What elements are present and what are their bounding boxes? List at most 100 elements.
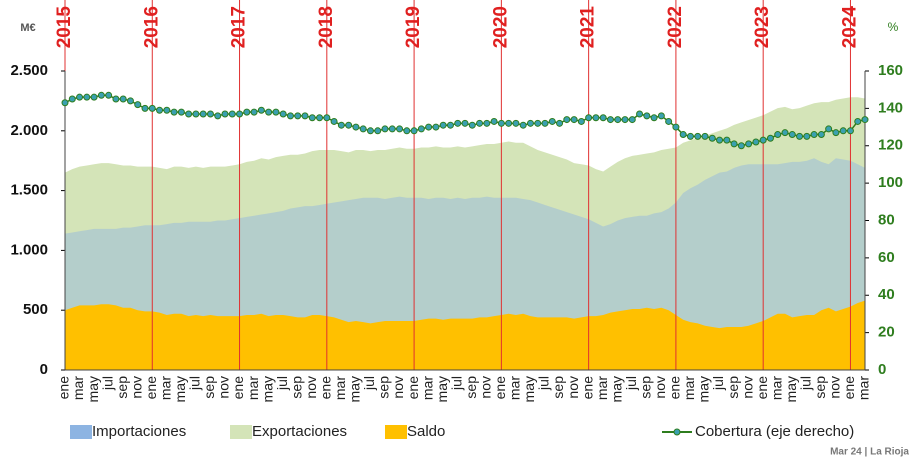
x-tick-label: may: [434, 376, 450, 402]
line-marker: [810, 131, 818, 139]
line-marker: [708, 134, 716, 142]
legend-label: Importaciones: [92, 423, 186, 440]
y2-tick-label: 120: [878, 137, 903, 154]
line-marker: [330, 117, 338, 125]
line-marker: [643, 112, 651, 120]
x-tick-label: sep: [463, 376, 479, 399]
line-marker: [454, 119, 462, 127]
y2-tick-label: 0: [878, 361, 886, 378]
line-marker: [76, 93, 84, 101]
line-marker: [221, 110, 229, 118]
x-tick-label: jul: [99, 376, 115, 391]
x-tick-label: nov: [128, 376, 144, 399]
legend-label: Exportaciones: [252, 423, 347, 440]
y2-tick-label: 140: [878, 99, 903, 116]
legend-label: Saldo: [407, 423, 445, 440]
line-marker: [861, 116, 869, 124]
x-tick-label: jul: [710, 376, 726, 391]
line-marker: [796, 132, 804, 140]
x-tick-label: nov: [303, 376, 319, 399]
line-marker: [614, 116, 622, 124]
y-tick-label: 1.000: [10, 241, 48, 258]
x-tick-label: ene: [492, 376, 508, 400]
x-tick-label: sep: [550, 376, 566, 399]
line-marker: [650, 114, 658, 122]
x-tick-label: jul: [623, 376, 639, 391]
line-marker: [679, 131, 687, 139]
line-marker: [432, 123, 440, 131]
x-tick-label: mar: [158, 376, 174, 400]
area: [65, 97, 865, 370]
line-marker: [308, 114, 316, 122]
line-marker: [585, 114, 593, 122]
line-marker: [294, 112, 302, 120]
x-tick-label: mar: [507, 376, 523, 400]
line-marker: [243, 108, 251, 116]
line-marker: [126, 97, 134, 105]
x-tick-label: ene: [579, 376, 595, 400]
line-marker: [657, 112, 665, 120]
x-tick-label: nov: [216, 376, 232, 399]
line-marker: [425, 123, 433, 131]
line-marker: [83, 93, 91, 101]
line-marker: [286, 112, 294, 120]
x-tick-label: ene: [143, 376, 159, 400]
x-tick-label: nov: [652, 376, 668, 399]
x-tick-label: sep: [376, 376, 392, 399]
line-marker: [236, 110, 244, 118]
x-tick-label: jul: [187, 376, 203, 391]
line-marker: [686, 132, 694, 140]
line-marker: [803, 132, 811, 140]
line-marker: [265, 108, 273, 116]
x-tick-label: ene: [754, 376, 770, 400]
x-tick-label: ene: [405, 376, 421, 400]
line-marker: [519, 121, 527, 129]
line-marker: [374, 127, 382, 135]
x-tick-label: ene: [667, 376, 683, 400]
x-tick-label: sep: [114, 376, 130, 399]
line-marker: [846, 127, 854, 135]
line-marker: [185, 110, 193, 118]
line-marker: [359, 125, 367, 133]
x-tick-label: mar: [856, 376, 872, 400]
line-marker: [730, 140, 738, 148]
source: Mar 24 | La Rioja: [830, 447, 909, 458]
line-marker: [621, 116, 629, 124]
x-tick-label: nov: [390, 376, 406, 399]
x-tick-label: ene: [318, 376, 334, 400]
line-marker: [396, 125, 404, 133]
y-tick-label: 0: [40, 361, 48, 378]
x-tick-label: jul: [798, 376, 814, 391]
line-marker: [148, 104, 156, 112]
x-tick-label: sep: [288, 376, 304, 399]
x-tick-label: jul: [536, 376, 552, 391]
legend-swatch: [70, 425, 92, 439]
line-marker: [665, 117, 673, 125]
line-marker: [701, 132, 709, 140]
line-marker: [854, 117, 862, 125]
line-marker: [599, 114, 607, 122]
year-label: 2016: [141, 6, 162, 48]
line-marker: [446, 121, 454, 129]
line-marker: [410, 127, 418, 135]
line-marker: [752, 138, 760, 146]
y-tick-label: 1.500: [10, 182, 48, 199]
line-marker: [476, 119, 484, 127]
line-marker: [337, 121, 345, 129]
line-marker: [192, 110, 200, 118]
x-tick-label: mar: [332, 376, 348, 400]
line-marker: [141, 104, 149, 112]
line-marker: [323, 114, 331, 122]
line-marker: [766, 134, 774, 142]
line-marker: [592, 114, 600, 122]
x-tick-label: may: [85, 376, 101, 402]
line-marker: [97, 91, 105, 99]
line-marker: [403, 127, 411, 135]
y-axis-unit: M€: [20, 22, 35, 34]
line-marker: [301, 112, 309, 120]
line-marker: [388, 125, 396, 133]
line-marker: [199, 110, 207, 118]
line-marker: [817, 131, 825, 139]
year-label: 2021: [578, 6, 599, 49]
